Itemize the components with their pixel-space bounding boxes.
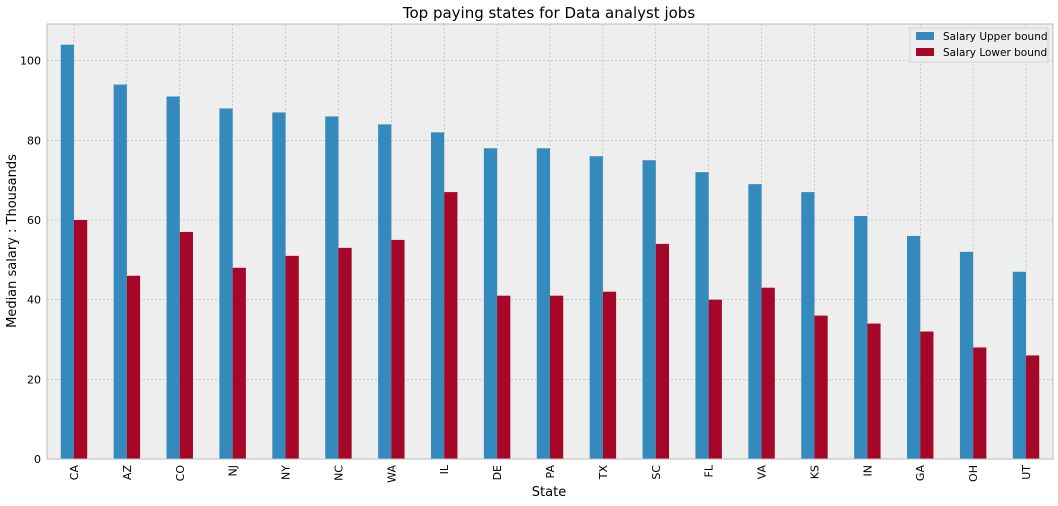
x-tick-label: PA (544, 465, 557, 479)
bar-lower-bound (285, 255, 299, 459)
bar-upper-bound (113, 84, 127, 460)
bar-upper-bound (748, 184, 762, 459)
plot-frame (46, 23, 1054, 460)
x-tick-label: IN (861, 465, 874, 476)
x-tick-label: SC (650, 465, 663, 480)
bar-lower-bound (338, 247, 352, 459)
bar-lower-bound (497, 295, 511, 459)
x-tick-label: GA (914, 465, 927, 482)
x-tick-label: CA (68, 465, 81, 481)
bar-upper-bound (430, 132, 445, 459)
y-tick-label: 40 (27, 294, 41, 307)
y-tick-label: 60 (27, 214, 41, 227)
bar-upper-bound (854, 216, 868, 459)
bar-lower-bound (550, 295, 564, 459)
x-tick-label: CO (174, 465, 187, 482)
bar-lower-bound (708, 299, 722, 459)
x-tick-label: UT (1020, 465, 1033, 480)
legend-swatch-lower (916, 48, 934, 56)
legend-label-upper: Salary Upper bound (943, 31, 1048, 43)
bar-lower-bound (73, 219, 88, 459)
x-tick-label: WA (385, 465, 398, 483)
bar-upper-bound (272, 112, 286, 459)
bar-upper-bound (801, 192, 815, 459)
x-tick-label: TX (597, 465, 610, 481)
x-tick-label: IL (438, 464, 451, 474)
bar-upper-bound (219, 108, 233, 459)
y-tick-label: 80 (27, 134, 41, 147)
bar-lower-bound (444, 192, 458, 459)
bar-lower-bound (179, 231, 193, 459)
bar-lower-bound (814, 315, 828, 459)
y-axis-label: Median salary : Thousands (5, 154, 20, 328)
legend-label-lower: Salary Lower bound (943, 47, 1047, 59)
x-tick-label: FL (703, 464, 716, 477)
bar-lower-bound (655, 243, 670, 459)
bar-upper-bound (483, 148, 498, 460)
bar-upper-bound (60, 44, 74, 459)
x-tick-label: OH (967, 465, 980, 482)
bar-upper-bound (959, 251, 974, 459)
x-tick-label: KS (808, 465, 821, 479)
bar-lower-bound (1026, 355, 1040, 459)
bar-lower-bound (761, 287, 775, 459)
bar-lower-bound (232, 267, 246, 459)
bar-upper-bound (642, 160, 656, 459)
x-tick-label: NJ (227, 465, 240, 476)
bar-upper-bound (589, 156, 603, 459)
bar-lower-bound (920, 331, 934, 459)
bar-upper-bound (325, 116, 339, 460)
bar-lower-bound (391, 239, 405, 459)
bar-upper-bound (166, 96, 180, 459)
legend: Salary Upper bound Salary Lower bound (909, 27, 1049, 63)
x-tick-label: NY (280, 465, 293, 480)
chart-title: Top paying states for Data analyst jobs (402, 4, 695, 22)
x-tick-label: VA (756, 465, 769, 480)
bar-lower-bound (973, 347, 987, 459)
bar-upper-bound (378, 124, 392, 459)
y-tick-label: 0 (34, 453, 41, 466)
y-tick-label: 100 (20, 55, 41, 68)
bar-lower-bound (126, 275, 141, 459)
bar-upper-bound (907, 235, 921, 459)
bar-lower-bound (602, 291, 617, 459)
bars (60, 44, 1040, 460)
bar-upper-bound (1012, 271, 1027, 459)
legend-swatch-upper (916, 32, 934, 40)
bar-lower-bound (867, 323, 881, 459)
x-tick-label: DE (491, 465, 504, 480)
x-axis-label: State (532, 485, 566, 500)
x-tick-label: AZ (121, 465, 134, 481)
bar-upper-bound (695, 172, 709, 459)
bar-upper-bound (536, 148, 550, 460)
x-tick-label: NC (332, 465, 345, 481)
tick-labels: 0 20 40 60 80 100 CA AZ CO NJ NY NC WA IL DE PA TX SC FL VA… (20, 55, 1033, 483)
y-tick-label: 20 (27, 373, 41, 386)
